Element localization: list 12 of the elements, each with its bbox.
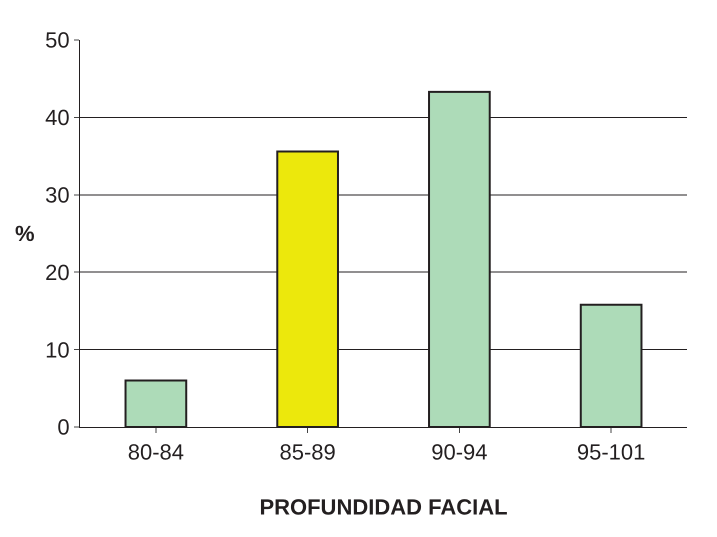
x-tick-label: 85-89 [279, 439, 336, 464]
x-tick-label: 80-84 [128, 439, 184, 464]
y-axis-title: % [15, 221, 35, 246]
y-tick-label: 0 [57, 414, 70, 440]
x-tick-label: 95-101 [576, 439, 646, 464]
x-axis-title: PROFUNDIDAD FACIAL [259, 494, 508, 520]
y-tick-label: 40 [45, 105, 70, 130]
x-tick-label: 90-94 [431, 439, 488, 464]
y-tick-label: 30 [45, 182, 70, 208]
y-tick-label: 20 [45, 260, 70, 285]
y-tick-label: 10 [45, 337, 70, 362]
y-tick-label: 50 [45, 28, 70, 53]
